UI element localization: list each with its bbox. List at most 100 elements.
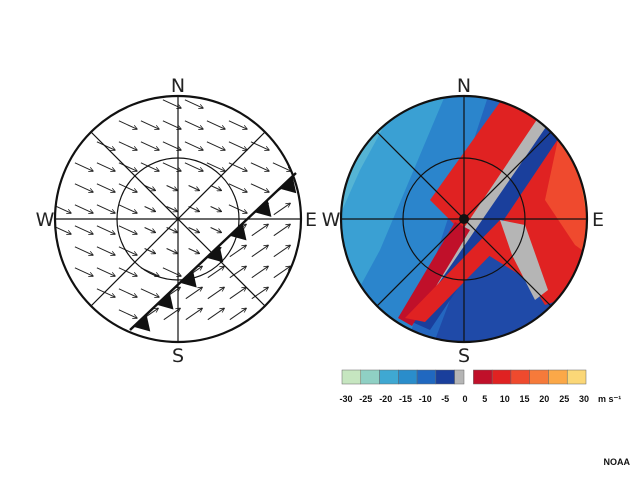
wind-arrow xyxy=(96,162,115,171)
wind-arrow xyxy=(74,267,93,276)
colorbar-tick-label: -30 xyxy=(339,394,352,404)
wind-arrow xyxy=(74,204,93,213)
wind-arrow xyxy=(74,183,93,192)
colorbar-cell xyxy=(360,369,380,385)
cold-front-triangle xyxy=(133,314,151,332)
wind-arrow xyxy=(184,99,203,108)
cold-front-line xyxy=(129,172,297,331)
colorbar-units: m s⁻¹ xyxy=(598,394,621,404)
wind-arrow xyxy=(140,141,159,150)
wind-arrow xyxy=(118,288,137,297)
wind-arrow xyxy=(188,227,200,233)
wind-arrow xyxy=(251,224,268,237)
wind-arrow xyxy=(228,183,247,192)
wind-arrow xyxy=(140,162,159,171)
wind-arrow xyxy=(273,245,290,258)
wind-arrow xyxy=(184,120,203,129)
colorbar-cell xyxy=(454,369,465,385)
wind-arrow xyxy=(251,287,268,300)
velocity-colorbar: -30 -25 -20 -15 -10 -5 0 5 10 15 20 25 30 m s⁻¹ xyxy=(339,369,621,404)
wind-arrow xyxy=(229,266,246,279)
left-compass-s: S xyxy=(172,345,184,367)
wind-arrow xyxy=(206,141,225,150)
left-inner-ring xyxy=(116,157,240,281)
colorbar-tick-label: -5 xyxy=(441,394,449,404)
wind-arrow xyxy=(251,266,268,279)
colorbar-tick-label: 15 xyxy=(519,394,529,404)
colorbar-tick-label: -25 xyxy=(359,394,372,404)
wind-arrow xyxy=(185,287,202,300)
wind-arrow xyxy=(74,225,93,234)
radar-site-dot xyxy=(459,214,469,224)
wind-arrow xyxy=(228,120,247,129)
colorbar-tick-label: 5 xyxy=(482,394,487,404)
left-compass-w: W xyxy=(36,209,55,231)
wind-arrow xyxy=(206,162,225,171)
right-compass-s: S xyxy=(458,345,470,367)
colorbar-cell xyxy=(491,369,512,385)
wind-arrow xyxy=(229,308,246,321)
wind-arrow xyxy=(184,141,203,150)
wind-arrow xyxy=(140,288,159,297)
colorbar-cell xyxy=(416,369,437,385)
south-arm-gray xyxy=(500,220,548,300)
wind-arrow xyxy=(96,183,115,192)
colorbar-cell xyxy=(341,369,362,385)
wind-arrow xyxy=(273,203,290,216)
right-compass-w: W xyxy=(322,209,341,231)
wind-arrow xyxy=(144,185,156,191)
wind-arrow xyxy=(188,248,200,254)
colorbar-cell xyxy=(379,369,399,385)
wind-arrow xyxy=(96,288,115,297)
cold-front-triangle xyxy=(206,245,224,263)
wind-arrow xyxy=(166,248,178,254)
colorbar-cell xyxy=(435,369,455,385)
wind-arrow xyxy=(74,246,93,255)
colorbar-cell xyxy=(398,369,418,385)
wind-arrow xyxy=(250,162,269,171)
wind-arrow xyxy=(273,224,290,237)
wind-arrow xyxy=(74,162,93,171)
colorbar-tick-label: -15 xyxy=(399,394,412,404)
wind-arrows xyxy=(55,99,291,321)
colorbar-cell xyxy=(510,369,530,385)
colorbar-cell xyxy=(566,369,587,385)
wind-arrow xyxy=(118,120,137,129)
wind-arrow xyxy=(144,206,156,212)
wind-arrow xyxy=(118,225,137,234)
colorbar-tick-label: 30 xyxy=(579,394,589,404)
colorbar-tick-label: -10 xyxy=(419,394,432,404)
wind-arrow xyxy=(144,248,156,254)
left-compass-n: N xyxy=(171,75,185,97)
colorbar-cell xyxy=(529,369,549,385)
wind-arrow xyxy=(185,308,202,321)
cold-front-triangle xyxy=(254,199,272,217)
cold-front-triangle xyxy=(229,223,247,241)
wind-arrow xyxy=(166,206,178,212)
wind-arrow xyxy=(272,162,291,171)
left-diagonal-line xyxy=(89,130,267,308)
left-grid xyxy=(55,96,301,342)
wind-arrow xyxy=(118,309,137,318)
wind-arrow xyxy=(118,141,137,150)
wind-arrow xyxy=(96,141,115,150)
wind-arrow xyxy=(251,245,268,258)
left-outer-ring xyxy=(53,94,303,344)
wind-arrow xyxy=(188,185,200,191)
wind-arrow xyxy=(210,206,222,212)
wind-arrow xyxy=(118,204,137,213)
wind-arrow xyxy=(96,225,115,234)
band-plus-25 xyxy=(590,165,610,250)
wind-vector-diagram: N S W E xyxy=(36,75,317,367)
wind-arrow xyxy=(118,267,137,276)
wind-arrow xyxy=(210,185,222,191)
band-plus-15 xyxy=(545,110,587,270)
wind-arrow xyxy=(210,227,222,233)
wind-arrow xyxy=(96,246,115,255)
right-compass-n: N xyxy=(457,75,471,97)
left-compass-e: E xyxy=(305,209,317,231)
wind-arrow xyxy=(250,183,269,192)
wind-arrow xyxy=(118,183,137,192)
right-outer-ring xyxy=(339,94,589,344)
